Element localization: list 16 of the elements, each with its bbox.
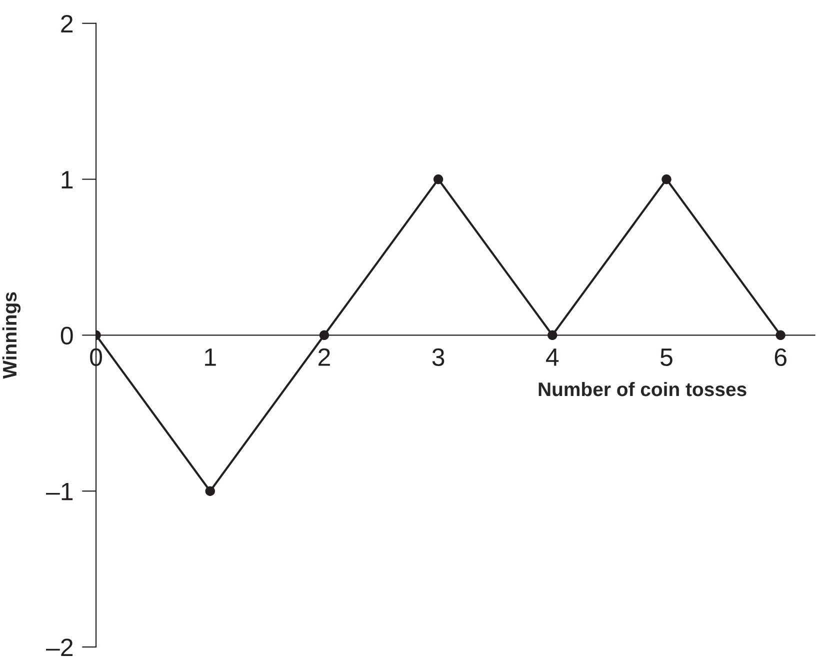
y-tick-label: –1 <box>46 482 73 500</box>
point <box>433 174 444 184</box>
y-tick-label: –2 <box>46 638 73 656</box>
point <box>205 486 215 496</box>
x-tick-label: 2 <box>318 348 330 366</box>
point <box>662 174 672 184</box>
y-tick-label: 0 <box>60 326 73 344</box>
x-tick-label: 6 <box>774 348 786 366</box>
x-tick-label: 3 <box>432 348 444 366</box>
x-tick-label: 1 <box>205 348 216 366</box>
x-tick-label: 5 <box>660 348 672 366</box>
y-tick-label: 2 <box>61 14 73 32</box>
x-axis-title: Number of coin tosses <box>538 382 746 396</box>
x-tick-label: 4 <box>546 348 559 366</box>
y-axis-title: Winnings <box>2 292 21 379</box>
y-tick-label: 1 <box>62 171 73 188</box>
